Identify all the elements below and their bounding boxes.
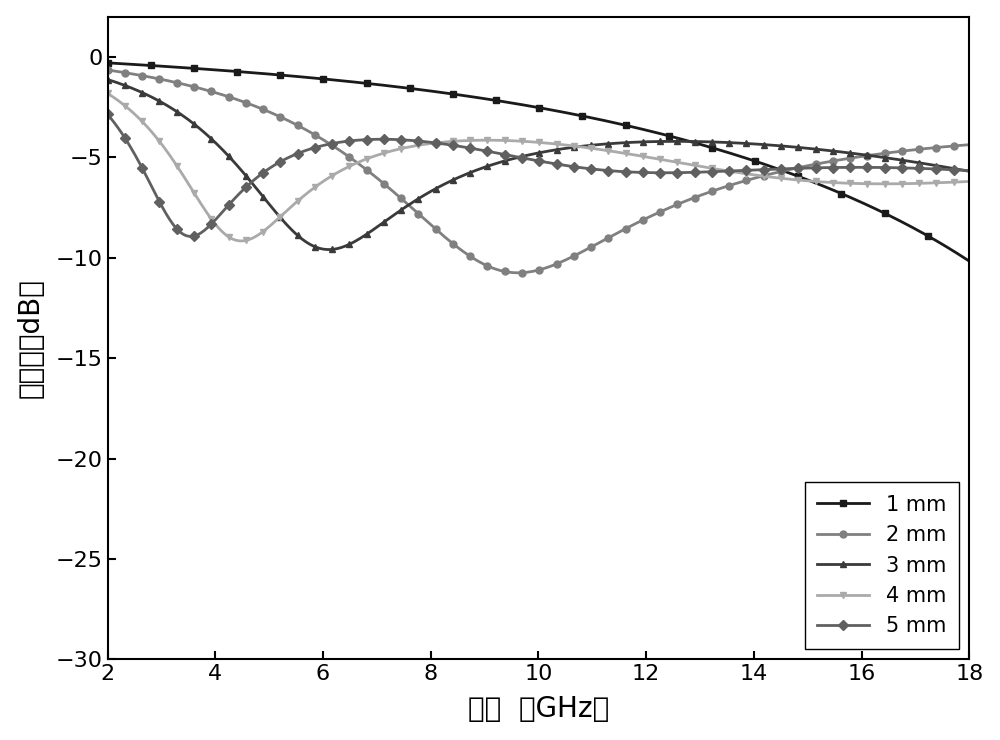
Y-axis label: 反射率（dB）: 反射率（dB） <box>17 278 45 398</box>
2 mm <box>616 226 628 235</box>
4 mm <box>944 178 956 186</box>
5 mm <box>185 232 197 240</box>
2 mm <box>570 251 582 260</box>
3 mm <box>518 152 530 161</box>
Line: 3 mm: 3 mm <box>104 76 973 253</box>
3 mm <box>944 164 956 172</box>
2 mm <box>518 268 530 277</box>
Line: 2 mm: 2 mm <box>104 67 973 276</box>
3 mm <box>513 153 525 162</box>
3 mm <box>810 144 822 153</box>
1 mm <box>102 58 114 67</box>
5 mm <box>616 167 628 176</box>
Line: 5 mm: 5 mm <box>104 111 973 240</box>
4 mm <box>235 237 247 246</box>
3 mm <box>323 245 335 254</box>
4 mm <box>102 89 114 98</box>
1 mm <box>516 100 528 109</box>
5 mm <box>570 163 582 172</box>
2 mm <box>810 160 822 169</box>
4 mm <box>810 177 822 186</box>
Line: 1 mm: 1 mm <box>104 59 973 265</box>
X-axis label: 频率  （GHz）: 频率 （GHz） <box>468 696 609 723</box>
3 mm <box>102 75 114 84</box>
4 mm <box>513 137 525 146</box>
1 mm <box>568 110 580 118</box>
5 mm <box>810 164 822 172</box>
4 mm <box>616 149 628 158</box>
2 mm <box>944 142 956 151</box>
5 mm <box>944 165 956 174</box>
Line: 4 mm: 4 mm <box>104 90 973 244</box>
1 mm <box>511 99 523 108</box>
5 mm <box>102 110 114 119</box>
2 mm <box>511 269 523 278</box>
4 mm <box>570 142 582 151</box>
2 mm <box>963 141 975 149</box>
4 mm <box>963 177 975 186</box>
1 mm <box>963 257 975 266</box>
3 mm <box>616 138 628 147</box>
1 mm <box>942 243 954 252</box>
3 mm <box>963 166 975 175</box>
2 mm <box>102 66 114 75</box>
3 mm <box>570 143 582 152</box>
5 mm <box>963 166 975 175</box>
5 mm <box>518 154 530 163</box>
1 mm <box>614 120 626 129</box>
Legend: 1 mm, 2 mm, 3 mm, 4 mm, 5 mm: 1 mm, 2 mm, 3 mm, 4 mm, 5 mm <box>805 482 959 649</box>
1 mm <box>808 178 820 186</box>
2 mm <box>513 269 525 278</box>
5 mm <box>513 152 525 161</box>
4 mm <box>518 137 530 146</box>
